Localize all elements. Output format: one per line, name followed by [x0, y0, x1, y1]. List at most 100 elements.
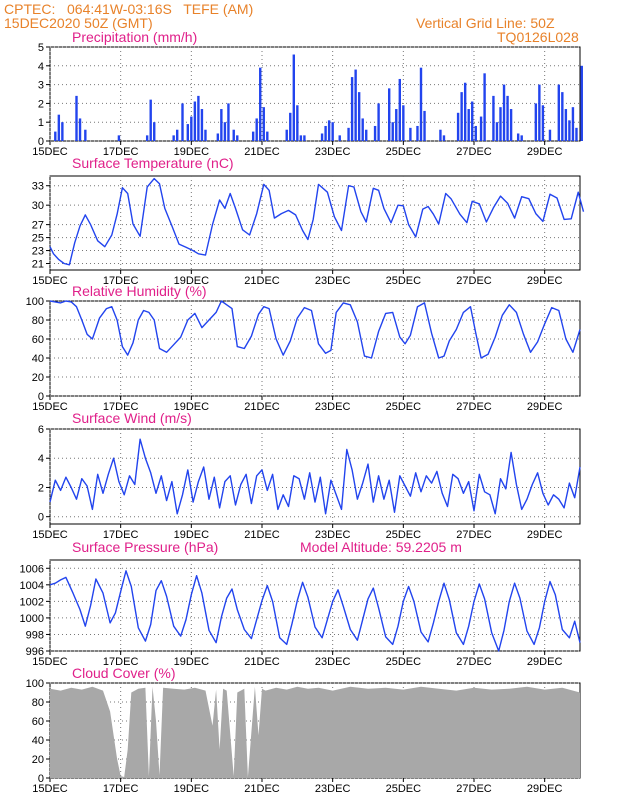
precip-bar — [255, 118, 258, 141]
precip-bar — [456, 112, 460, 141]
x-tick-label: 21DEC — [244, 146, 280, 158]
precip-bar — [145, 135, 149, 141]
x-tick-label: 23DEC — [315, 656, 351, 668]
panel-temp — [46, 175, 585, 274]
x-tick-label: 25DEC — [386, 656, 422, 668]
y-tick-label: 60 — [32, 716, 44, 728]
precip-bar — [439, 129, 442, 141]
precip-bar — [442, 135, 446, 141]
precip-bar — [197, 95, 200, 141]
x-tick-label: 27DEC — [456, 656, 492, 668]
x-tick-label: 19DEC — [174, 656, 210, 668]
y-tick-label: 30 — [32, 200, 44, 212]
x-tick-label: 19DEC — [174, 146, 210, 158]
precip-bar — [117, 135, 121, 141]
header-run-id: TQ0126L028 — [497, 29, 579, 45]
x-tick-label: 29DEC — [527, 656, 563, 668]
x-tick-label: 25DEC — [386, 401, 422, 413]
y-tick-label: 1002 — [20, 596, 44, 608]
panel-title-pres: Surface Pressure (hPa) — [72, 539, 218, 555]
y-tick-label: 3 — [38, 80, 44, 92]
x-tick-label: 15DEC — [32, 275, 68, 287]
precip-bar — [350, 77, 354, 141]
precip-bar — [266, 131, 269, 141]
precip-bar — [568, 120, 571, 141]
precip-bar — [347, 127, 350, 141]
precip-bar — [292, 54, 295, 141]
precip-bar — [193, 101, 197, 141]
precip-bar — [557, 84, 560, 141]
x-tick-label: 25DEC — [386, 783, 422, 795]
x-tick-label: 29DEC — [527, 401, 563, 413]
precip-bar — [580, 65, 583, 141]
precip-bar — [499, 107, 502, 141]
precip-bar — [181, 103, 184, 141]
x-tick-label: 25DEC — [386, 146, 422, 158]
precip-bar — [149, 99, 152, 141]
precip-bar — [259, 67, 262, 141]
x-tick-label: 17DEC — [103, 401, 139, 413]
precip-bar — [541, 105, 545, 141]
x-tick-label: 19DEC — [174, 401, 210, 413]
precip-bar — [388, 88, 391, 141]
precip-bar — [327, 120, 331, 141]
x-tick-label: 17DEC — [103, 146, 139, 158]
precip-bar — [331, 122, 334, 141]
precip-bar — [289, 112, 292, 141]
y-tick-label: 23 — [32, 246, 44, 258]
precip-bar — [190, 116, 193, 141]
y-tick-label: 40 — [32, 735, 44, 747]
panel-annotation-pres: Model Altitude: 59.2205 m — [300, 539, 462, 555]
x-tick-label: 23DEC — [315, 401, 351, 413]
y-tick-label: 996 — [26, 646, 44, 658]
precip-bar — [509, 109, 513, 141]
precip-bar — [419, 67, 423, 141]
header-grid-note: Vertical Grid Line: 50Z — [416, 15, 555, 31]
x-tick-label: 15DEC — [32, 146, 68, 158]
y-tick-label: 0 — [38, 136, 44, 148]
precip-bar — [548, 129, 552, 141]
y-tick-label: 60 — [32, 334, 44, 346]
y-tick-label: 1006 — [20, 563, 44, 575]
precip-bar — [416, 125, 419, 141]
precip-bar — [402, 105, 405, 141]
x-tick-label: 25DEC — [386, 529, 422, 541]
x-tick-label: 17DEC — [103, 656, 139, 668]
precip-bar — [75, 95, 78, 141]
precip-bar — [520, 135, 523, 141]
precip-bar — [409, 127, 412, 141]
y-tick-label: 27 — [32, 220, 44, 232]
y-tick-label: 4 — [38, 453, 44, 465]
precip-bar — [534, 103, 538, 141]
series-line-temp — [49, 177, 585, 266]
panel-title-temp: Surface Temperature (nC) — [72, 155, 234, 171]
precip-bar — [373, 125, 377, 141]
precip-bar — [354, 69, 357, 141]
series-line-wind — [49, 438, 581, 515]
y-tick-label: 0 — [38, 773, 44, 785]
y-tick-label: 0 — [38, 391, 44, 403]
y-tick-label: 100 — [26, 678, 44, 690]
y-tick-label: 25 — [32, 233, 44, 245]
x-tick-label: 17DEC — [103, 275, 139, 287]
x-tick-label: 29DEC — [527, 783, 563, 795]
panel-title-cloud: Cloud Cover (%) — [72, 665, 175, 681]
precip-bar — [227, 103, 230, 141]
precip-bar — [492, 95, 495, 141]
y-tick-label: 40 — [32, 353, 44, 365]
cloud-area — [50, 686, 580, 778]
precip-bar — [303, 135, 306, 141]
precip-bar — [176, 129, 179, 141]
x-tick-label: 29DEC — [527, 529, 563, 541]
precip-bar — [324, 125, 327, 141]
precip-bar — [262, 107, 265, 141]
x-tick-label: 21DEC — [244, 656, 280, 668]
x-tick-label: 29DEC — [527, 275, 563, 287]
precip-bar — [236, 135, 239, 141]
y-tick-label: 2 — [38, 482, 44, 494]
precip-bar — [571, 107, 575, 141]
y-tick-label: 998 — [26, 629, 44, 641]
header-date: 15DEC2020 50Z (GMT) — [4, 15, 153, 31]
precip-bar — [61, 122, 64, 141]
